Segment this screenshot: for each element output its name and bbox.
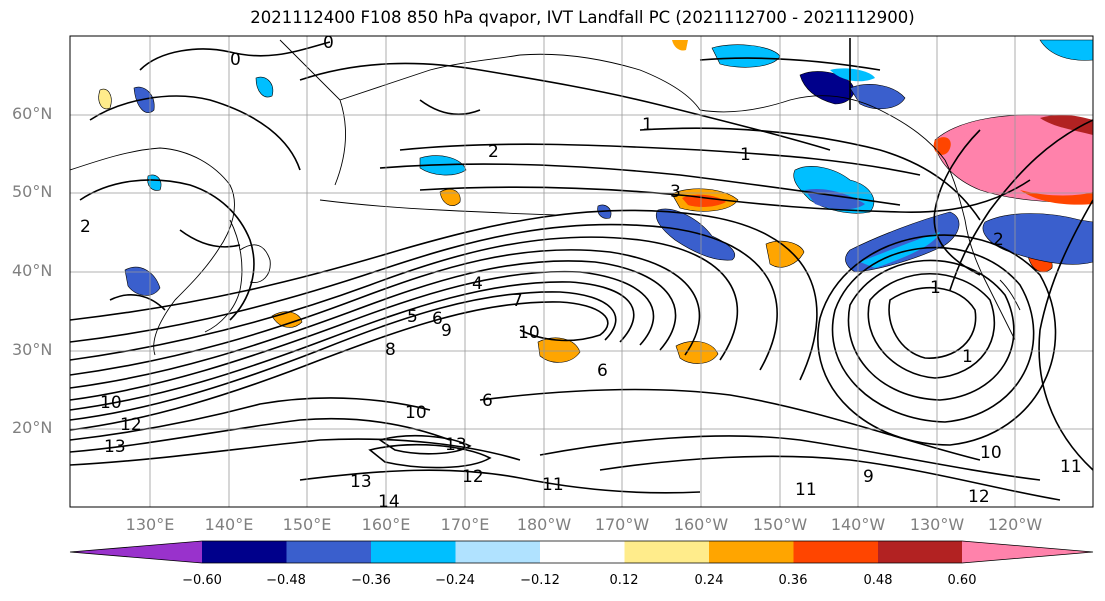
contour-label: 12 bbox=[968, 487, 990, 507]
colorbar-segment bbox=[962, 541, 1093, 563]
colorbar-segment bbox=[455, 541, 540, 563]
colorbar-segment bbox=[540, 541, 625, 563]
contour-label: 1 bbox=[740, 145, 751, 165]
lat-label: 50°N bbox=[12, 182, 53, 201]
contour-label: 3 bbox=[670, 182, 681, 202]
colorbar-segment bbox=[371, 541, 456, 563]
map-title: 2021112400 F108 850 hPa qvapor, IVT Land… bbox=[250, 8, 915, 27]
colorbar-tick-label: −0.36 bbox=[351, 573, 391, 588]
contour-label: 1 bbox=[930, 278, 941, 298]
contour-label: 2 bbox=[80, 217, 91, 237]
contour-label: 6 bbox=[482, 391, 493, 411]
colorbar-tick-label: 0.24 bbox=[694, 573, 724, 588]
contour-label: 8 bbox=[385, 340, 396, 360]
contour-label: 5 bbox=[407, 307, 418, 327]
lon-label: 180°W bbox=[516, 515, 572, 534]
contour-label: 10 bbox=[980, 443, 1002, 463]
lon-label: 170°E bbox=[440, 515, 490, 534]
contour-label: 2 bbox=[488, 142, 499, 162]
contour-label: 13 bbox=[350, 472, 372, 492]
contour-label: 11 bbox=[1060, 457, 1082, 477]
colorbar bbox=[69, 540, 1094, 564]
lon-label: 130°E bbox=[125, 515, 175, 534]
contour-label: 10 bbox=[100, 393, 122, 413]
lat-label: 40°N bbox=[12, 261, 53, 280]
colorbar-tick-label: −0.24 bbox=[435, 573, 475, 588]
contour-label: 1 bbox=[962, 347, 973, 367]
lat-label: 20°N bbox=[12, 418, 53, 437]
contour-label: 10 bbox=[405, 403, 427, 423]
contour-lines bbox=[70, 38, 1093, 501]
contour-labels: 0 0 2 1 3 2 1 4 5 6 7 9 10 8 10 6 6 1 1 … bbox=[80, 33, 1082, 512]
contour-label: 1 bbox=[642, 115, 653, 135]
lon-label: 160°E bbox=[361, 515, 411, 534]
contour-label: 4 bbox=[472, 274, 483, 294]
colorbar-tick-label: −0.12 bbox=[520, 573, 560, 588]
contour-label: 6 bbox=[432, 309, 443, 329]
lon-label: 170°W bbox=[594, 515, 650, 534]
colorbar-tick-label: 0.48 bbox=[863, 573, 893, 588]
colorbar-outline bbox=[69, 540, 1094, 564]
gridlines bbox=[70, 36, 1093, 507]
contour-label: 6 bbox=[597, 361, 608, 381]
colorbar-tick-label: 0.36 bbox=[778, 573, 808, 588]
contour-label: 9 bbox=[863, 467, 874, 487]
colorbar-segment bbox=[286, 541, 371, 563]
map-plot-area: 0 0 2 1 3 2 1 4 5 6 7 9 10 8 10 6 6 1 1 … bbox=[70, 33, 1093, 512]
contour-label: 11 bbox=[542, 475, 564, 495]
contour-label: 0 bbox=[323, 33, 334, 53]
colorbar-segment bbox=[202, 541, 287, 563]
lon-label: 140°W bbox=[830, 515, 886, 534]
lon-label: 130°W bbox=[909, 515, 965, 534]
colorbar-tick-label: −0.48 bbox=[266, 573, 306, 588]
colorbar-tick-label: 0.60 bbox=[947, 573, 977, 588]
lon-label: 150°W bbox=[752, 515, 808, 534]
colorbar-segment bbox=[709, 541, 794, 563]
negative-anomaly-shading bbox=[124, 39, 1093, 296]
contour-label: 2 bbox=[993, 230, 1004, 250]
contour-label: 11 bbox=[795, 480, 817, 500]
contour-label: 9 bbox=[441, 321, 452, 341]
colorbar-tick-label: 0.12 bbox=[609, 573, 639, 588]
contour-label: 13 bbox=[104, 437, 126, 457]
contour-label: 12 bbox=[120, 415, 142, 435]
contour-label: 12 bbox=[462, 467, 484, 487]
coastlines bbox=[70, 39, 1021, 356]
lon-label: 150°E bbox=[282, 515, 332, 534]
lon-label: 120°W bbox=[987, 515, 1043, 534]
lon-label: 140°E bbox=[204, 515, 254, 534]
lon-label: 160°W bbox=[673, 515, 729, 534]
contour-label: 0 bbox=[230, 50, 241, 70]
contour-label: 13 bbox=[445, 435, 467, 455]
positive-anomaly-shading bbox=[98, 40, 1093, 364]
colorbar-tick-label: −0.60 bbox=[182, 573, 222, 588]
colorbar-segment bbox=[878, 541, 963, 563]
colorbar-segment bbox=[793, 541, 878, 563]
contour-label: 10 bbox=[518, 323, 540, 343]
lat-label: 30°N bbox=[12, 340, 53, 359]
contour-label: 14 bbox=[378, 492, 400, 512]
plot-frame bbox=[69, 35, 1094, 508]
colorbar-segment bbox=[624, 541, 709, 563]
contour-label: 7 bbox=[512, 291, 523, 311]
lat-label: 60°N bbox=[12, 104, 53, 123]
colorbar-segment bbox=[70, 541, 202, 563]
